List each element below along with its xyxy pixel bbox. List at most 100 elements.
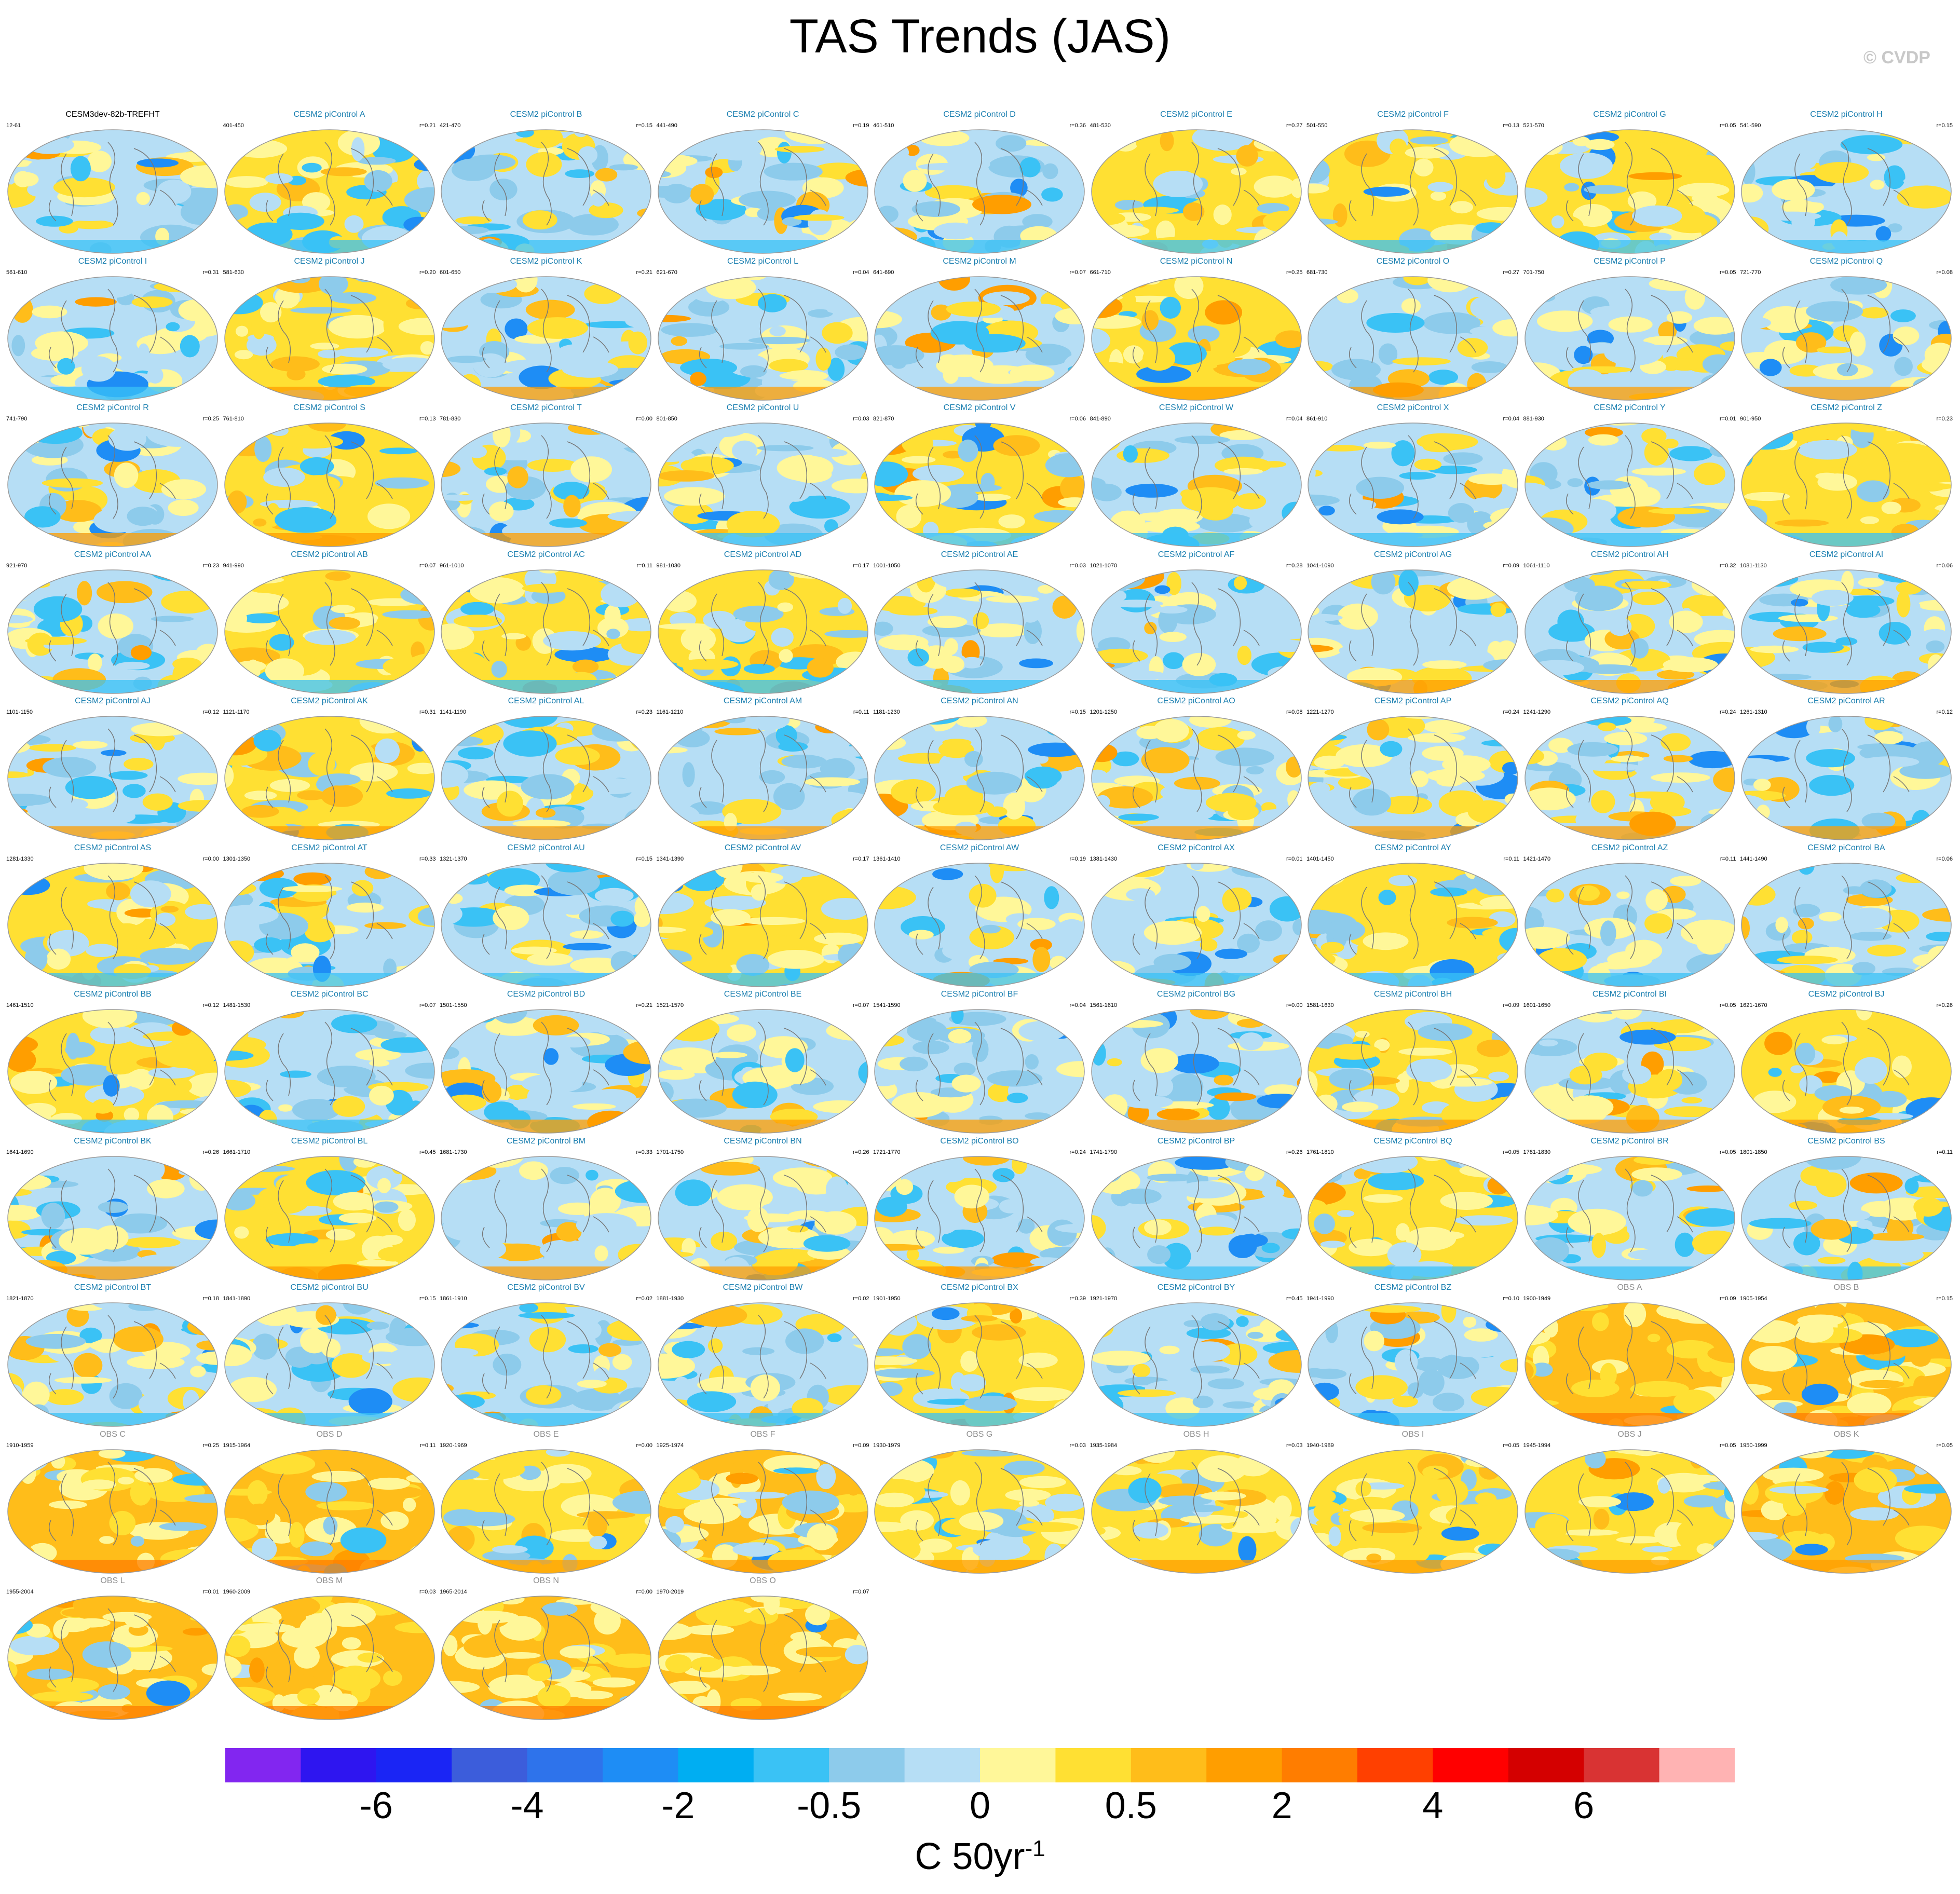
trend-contour xyxy=(875,539,925,547)
panel-years: 1920-1969 xyxy=(440,1442,467,1449)
coastlines xyxy=(1566,875,1693,959)
trend-contour xyxy=(1895,1525,1950,1551)
trend-contour xyxy=(1583,1052,1617,1072)
trend-contour xyxy=(1227,803,1259,821)
trend-contour xyxy=(681,1237,696,1256)
trend-contour xyxy=(1724,1483,1735,1502)
trend-contour xyxy=(778,742,808,752)
trend-contour xyxy=(963,1156,1010,1166)
trend-contour xyxy=(1182,202,1204,221)
trend-contour xyxy=(377,1178,391,1193)
panel-title: OBS L xyxy=(100,1576,125,1585)
trend-contour xyxy=(80,716,114,724)
trend-contour xyxy=(244,791,277,800)
trend-contour xyxy=(1471,361,1508,373)
trend-contour xyxy=(1713,1191,1735,1212)
map-panel: CESM2 piControl BX 1901-1950 r=0.39 xyxy=(871,1282,1088,1427)
trend-contour xyxy=(998,514,1025,529)
panel-title: CESM2 piControl BR xyxy=(1590,1136,1669,1146)
panel-years: 1541-1590 xyxy=(873,1002,901,1009)
trend-contour xyxy=(234,349,253,359)
trend-contour xyxy=(172,1010,215,1023)
trend-contour xyxy=(1912,810,1931,831)
panel-correlation: r=0.03 xyxy=(1069,1442,1086,1449)
trend-contour xyxy=(1781,199,1824,215)
trend-contour xyxy=(782,1490,839,1514)
map-plot xyxy=(1741,1009,1952,1134)
trend-contour xyxy=(1156,1108,1200,1121)
trend-contour xyxy=(24,506,61,528)
trend-contour xyxy=(42,478,103,488)
trend-contour xyxy=(814,720,844,733)
panel-years: 621-670 xyxy=(656,269,677,276)
trend-contour xyxy=(1791,930,1813,945)
panel-correlation: r=0.09 xyxy=(853,1442,869,1449)
trend-contour xyxy=(682,762,695,787)
trend-contour xyxy=(1537,139,1562,155)
trend-contour xyxy=(1479,863,1518,876)
panel-title: CESM2 piControl AY xyxy=(1374,843,1451,852)
trend-contour xyxy=(375,1031,407,1040)
trend-contour xyxy=(736,953,769,976)
trend-contour xyxy=(1741,883,1776,906)
panel-years: 1801-1850 xyxy=(1740,1149,1767,1155)
coastlines xyxy=(482,1461,609,1545)
trend-contour xyxy=(247,1558,261,1573)
trend-contour xyxy=(1055,1223,1084,1233)
trend-contour xyxy=(1741,578,1764,595)
trend-contour xyxy=(686,1548,704,1558)
map-outline xyxy=(7,1155,218,1280)
trend-contour xyxy=(1630,1381,1689,1397)
map-plot xyxy=(224,1302,435,1427)
map-outline xyxy=(1308,276,1518,401)
map-plot xyxy=(441,423,651,547)
trend-contour xyxy=(447,355,486,363)
trend-contour xyxy=(1151,1077,1173,1097)
trend-contour xyxy=(1899,763,1951,779)
trend-contour xyxy=(725,1472,758,1484)
coastlines xyxy=(699,142,826,226)
trend-contour xyxy=(1631,591,1665,605)
trend-contour xyxy=(658,1411,673,1426)
map-outline xyxy=(224,1155,435,1280)
trend-contour xyxy=(658,962,686,976)
map-outline xyxy=(1091,862,1302,987)
trend-contour xyxy=(903,170,927,192)
map-plot xyxy=(1091,1155,1302,1280)
trend-contour xyxy=(1063,285,1079,297)
map-plot xyxy=(1741,1302,1952,1427)
trend-contour xyxy=(453,614,502,628)
trend-contour xyxy=(316,1501,375,1510)
trend-contour xyxy=(1287,571,1301,584)
panel-title: OBS B xyxy=(1833,1283,1859,1292)
trend-contour xyxy=(875,1010,903,1028)
trend-contour xyxy=(621,635,651,655)
trend-contour xyxy=(1321,942,1344,953)
trend-contour xyxy=(1342,1101,1379,1112)
trend-contour xyxy=(1525,280,1536,288)
trend-contour xyxy=(1328,1526,1341,1546)
trend-contour xyxy=(1856,1010,1873,1020)
trend-contour xyxy=(20,1461,36,1484)
trend-contour xyxy=(710,1231,737,1251)
trend-contour xyxy=(538,569,560,574)
trend-contour xyxy=(1308,818,1324,837)
trend-contour xyxy=(441,386,458,400)
trend-contour xyxy=(1537,1452,1558,1474)
trend-contour xyxy=(304,629,356,645)
trend-contour xyxy=(557,1036,591,1048)
map-outline xyxy=(1524,1302,1735,1427)
panel-title: CESM2 piControl AL xyxy=(508,697,584,705)
trend-contour xyxy=(1936,1407,1951,1419)
trend-contour xyxy=(1525,517,1574,540)
trend-contour xyxy=(811,1418,843,1426)
trend-contour xyxy=(601,580,641,607)
trend-contour xyxy=(1869,1043,1910,1054)
trend-contour xyxy=(1336,744,1393,768)
trend-contour xyxy=(1896,590,1911,617)
map-plot xyxy=(657,569,868,694)
trend-contour xyxy=(1779,836,1800,840)
map-plot xyxy=(1091,716,1302,840)
panel-correlation: r=0.11 xyxy=(853,709,869,715)
coastlines xyxy=(1566,1168,1693,1252)
